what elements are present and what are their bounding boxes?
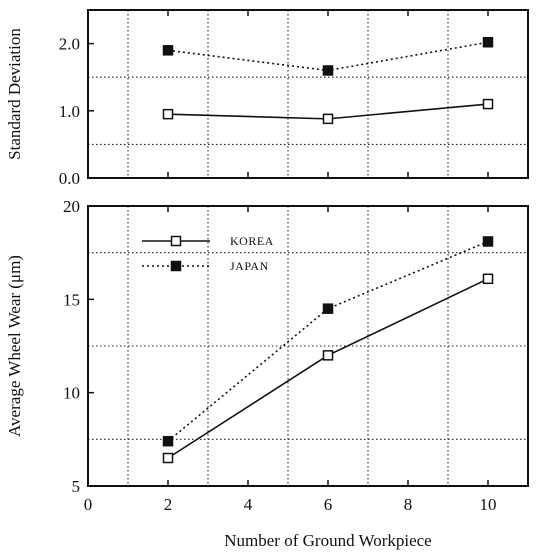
legend-marker: [170, 235, 182, 247]
legend-marker: [170, 260, 182, 272]
y-tick-label: 2.0: [59, 35, 80, 54]
data-point-japan: [162, 45, 174, 56]
legend-label: KOREA: [230, 234, 274, 248]
y-axis-label: Standard Deviation: [5, 28, 24, 160]
x-tick-label: 6: [324, 495, 333, 514]
y-tick-label: 15: [63, 290, 80, 309]
data-point-korea: [162, 108, 174, 120]
x-tick-label: 2: [164, 495, 173, 514]
y-tick-label: 20: [63, 197, 80, 216]
wheel-wear-panel: 0 2 4 6 8 10 Number of Ground Workpiece 5 10 15 20…: [5, 197, 529, 550]
data-point-korea: [162, 452, 174, 464]
plot-frame: [87, 205, 529, 487]
y-tick-label: 5: [72, 477, 81, 496]
data-point-japan: [482, 236, 494, 247]
x-axis-label: Number of Ground Workpiece: [224, 531, 431, 550]
data-point-korea: [482, 273, 494, 285]
x-tick-label: 8: [404, 495, 413, 514]
x-tick-label: 10: [480, 495, 497, 514]
data-point-japan: [482, 37, 494, 48]
y-tick-label: 1.0: [59, 102, 80, 121]
series-line-japan: [167, 240, 489, 442]
x-tick-label: 0: [84, 495, 93, 514]
data-point-korea: [322, 113, 334, 125]
data-point-korea: [482, 98, 494, 110]
x-tick-label: 4: [244, 495, 253, 514]
plot-frame: [87, 9, 529, 179]
y-tick-label: 0.0: [59, 169, 80, 188]
data-point-japan: [162, 435, 174, 447]
data-point-korea: [322, 350, 334, 361]
y-axis-label: Average Wheel Wear (μm): [5, 255, 24, 437]
std-deviation-panel: 0.0 1.0 2.0 Standard Deviation: [5, 9, 529, 188]
data-point-japan: [322, 65, 334, 76]
legend-label: JAPAN: [230, 259, 269, 273]
y-tick-label: 10: [63, 384, 80, 403]
data-point-japan: [322, 303, 334, 314]
